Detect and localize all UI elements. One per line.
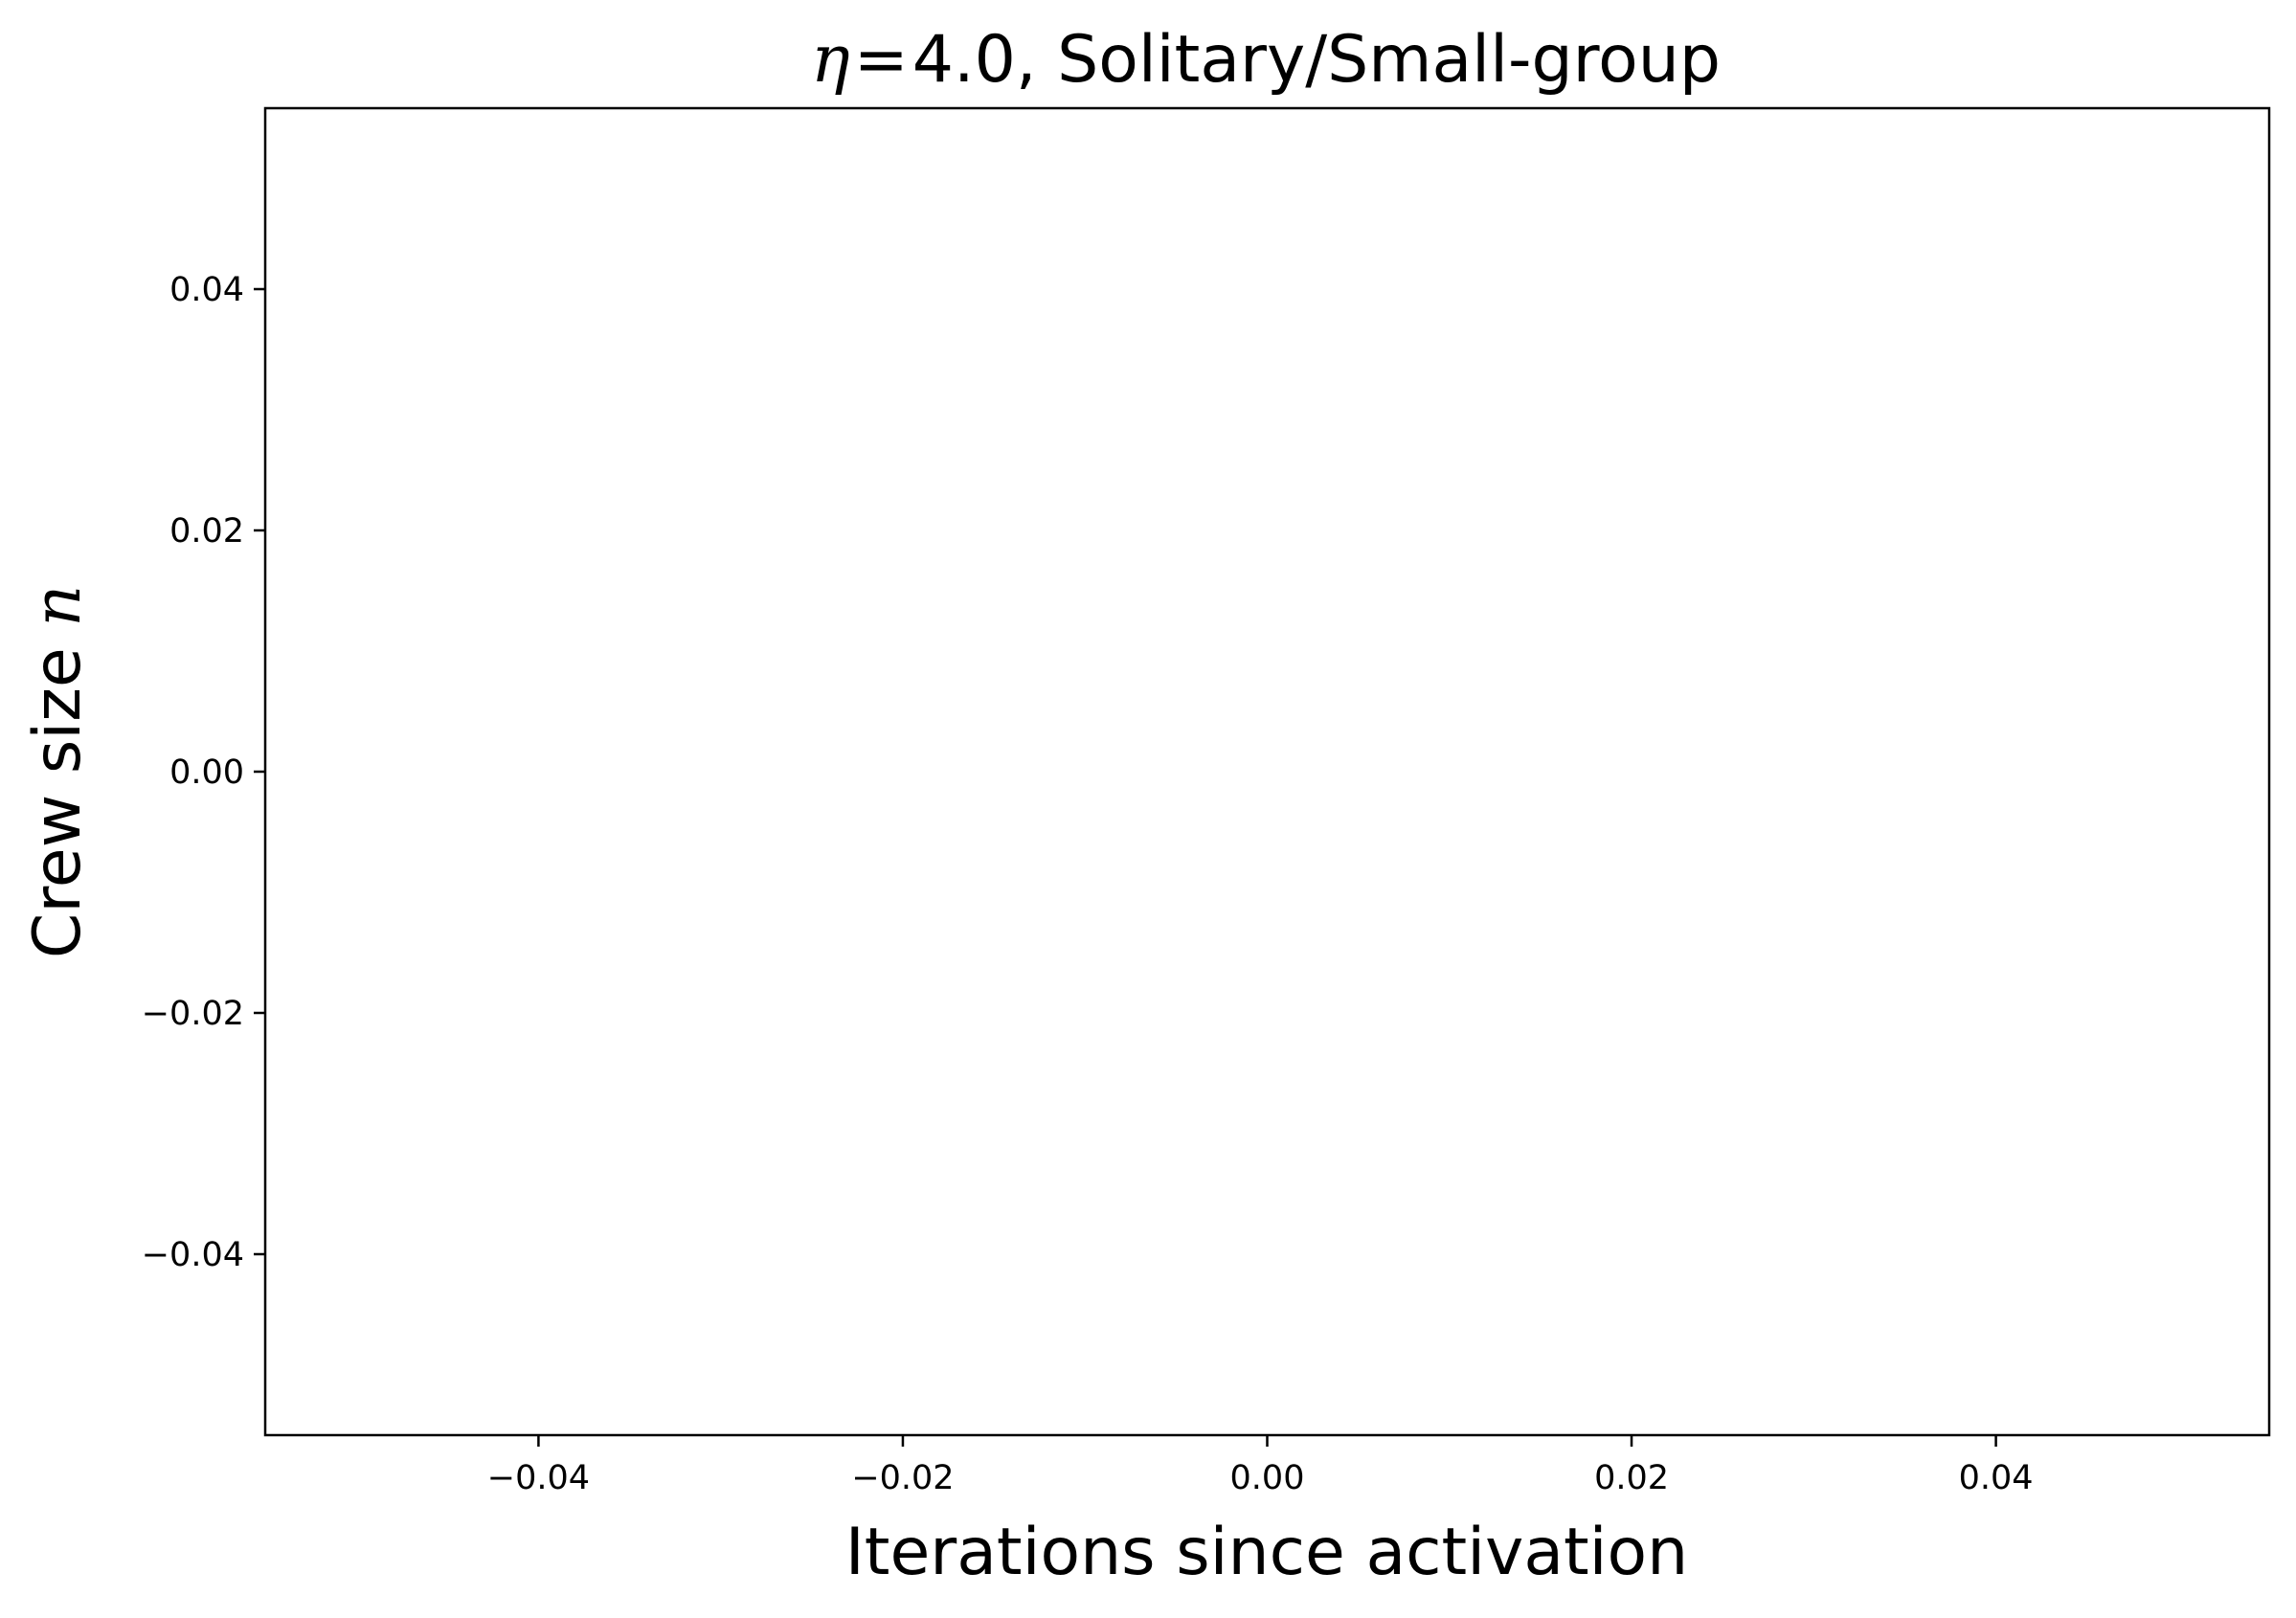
title-equals: = (854, 22, 909, 98)
y-axis-label: Crew size n (20, 585, 96, 958)
title-text: 4.0, Solitary/Small-group (912, 22, 1721, 98)
y-tick-label: 0.00 (169, 753, 244, 792)
y-axis-label-text: Crew size (20, 627, 96, 958)
y-tick-label: 0.02 (169, 512, 244, 551)
x-tick-label: 0.02 (1594, 1459, 1669, 1497)
x-axis-ticks: −0.04 −0.02 0.00 0.02 0.04 (487, 1435, 2034, 1497)
x-tick-label: 0.00 (1230, 1459, 1305, 1497)
x-tick-label: −0.02 (851, 1459, 954, 1497)
y-axis-ticks: −0.04 −0.02 0.00 0.02 0.04 (142, 271, 265, 1274)
x-axis-label: Iterations since activation (845, 1515, 1689, 1590)
y-tick-label: −0.04 (142, 1236, 244, 1274)
y-axis-label-symbol: n (20, 585, 96, 627)
x-tick-label: −0.04 (487, 1459, 590, 1497)
title-eta-symbol: η (811, 22, 850, 98)
y-tick-label: 0.04 (169, 271, 244, 309)
plot-area (263, 106, 2271, 1437)
chart-title: η=4.0, Solitary/Small-group (811, 22, 1721, 98)
x-tick-label: 0.04 (1959, 1459, 2034, 1497)
y-tick-label: −0.02 (142, 995, 244, 1033)
